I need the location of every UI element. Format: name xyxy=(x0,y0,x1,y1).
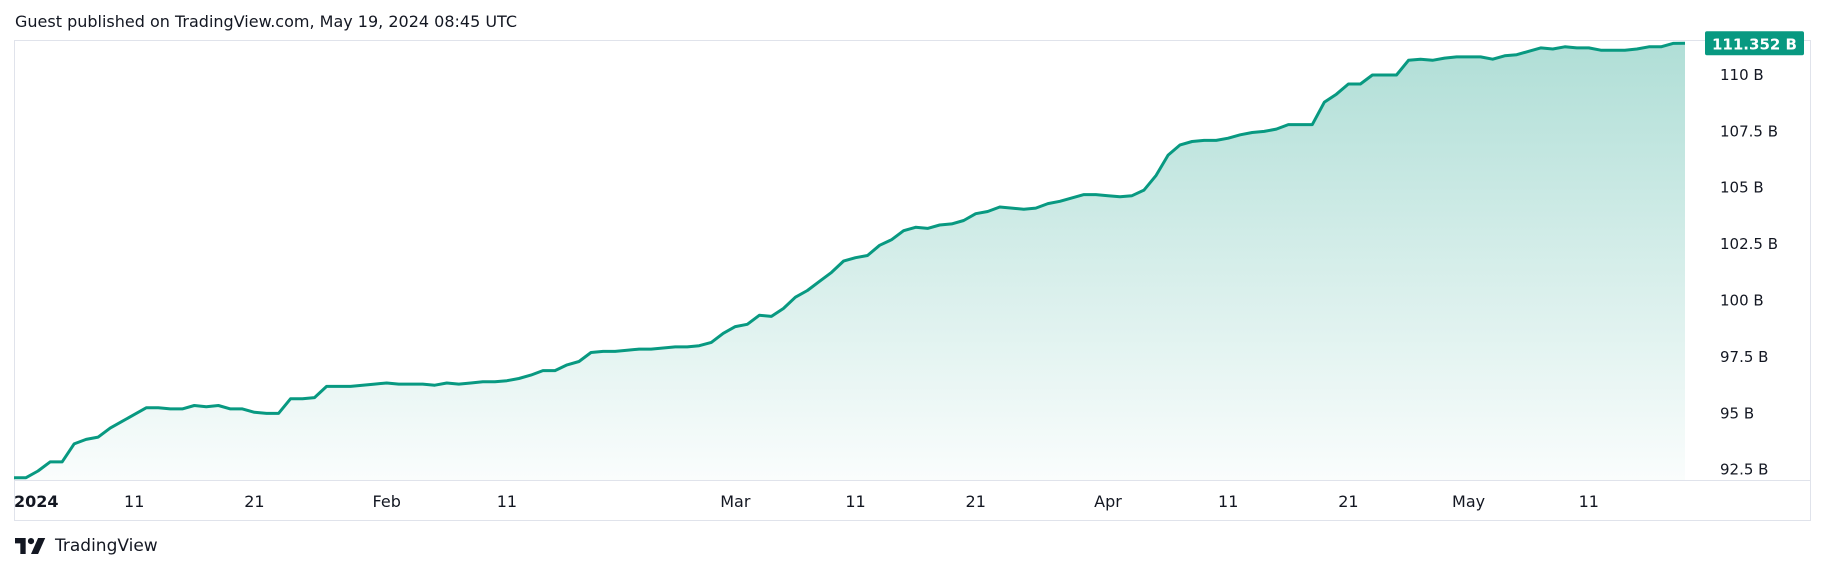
x-tick-label: 11 xyxy=(497,492,517,511)
x-tick-label: 11 xyxy=(1218,492,1238,511)
series-area-fill xyxy=(14,43,1685,481)
publish-info: Guest published on TradingView.com, May … xyxy=(15,12,518,31)
x-tick-label: Apr xyxy=(1094,492,1122,511)
x-tick-label: Mar xyxy=(720,492,751,511)
x-tick-label: Feb xyxy=(373,492,401,511)
y-tick-label: 107.5 B xyxy=(1720,122,1778,140)
x-tick-label: 21 xyxy=(244,492,264,511)
last-value-label: 111.352 B xyxy=(1712,35,1797,53)
x-tick-label: 11 xyxy=(124,492,144,511)
x-tick-label: 21 xyxy=(1338,492,1358,511)
tradingview-logo-icon xyxy=(15,538,46,554)
footer-brand-label: TradingView xyxy=(55,536,158,556)
y-tick-label: 102.5 B xyxy=(1720,235,1778,253)
y-tick-label: 95 B xyxy=(1720,404,1754,422)
x-tick-label: 2024 xyxy=(14,492,59,511)
x-tick-label: 11 xyxy=(1579,492,1599,511)
x-tick-label: 11 xyxy=(845,492,865,511)
y-tick-label: 97.5 B xyxy=(1720,348,1768,366)
x-tick-label: 21 xyxy=(966,492,986,511)
y-tick-label: 105 B xyxy=(1720,179,1764,197)
y-tick-label: 110 B xyxy=(1720,66,1764,84)
last-value-badge xyxy=(1705,31,1804,56)
y-tick-label: 100 B xyxy=(1720,292,1764,310)
footer-brand[interactable]: TradingView xyxy=(15,536,158,556)
x-tick-label: May xyxy=(1452,492,1485,511)
y-tick-label: 92.5 B xyxy=(1720,461,1768,479)
chart-frame xyxy=(14,40,1811,521)
series-line[interactable] xyxy=(14,41,1686,480)
